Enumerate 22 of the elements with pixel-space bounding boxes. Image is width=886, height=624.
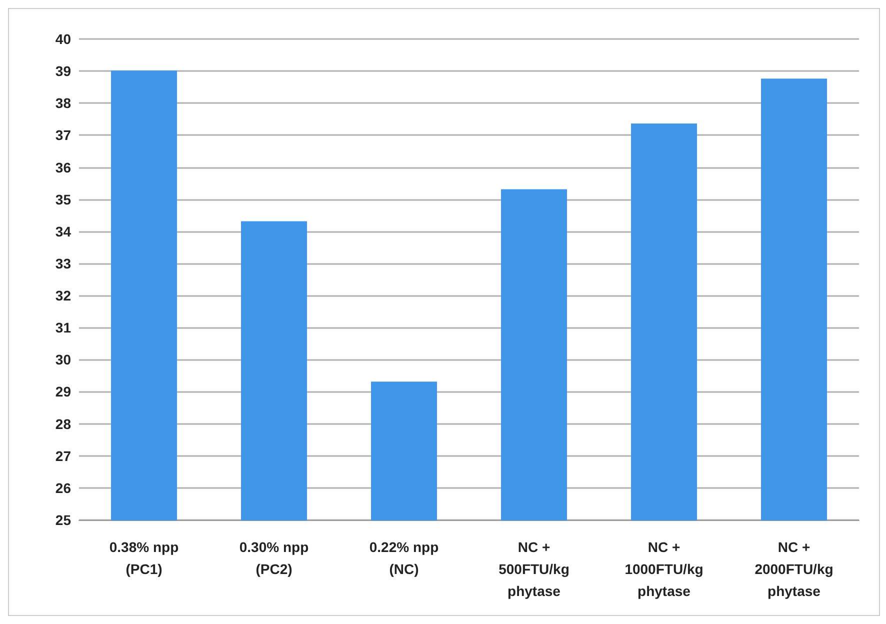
- y-tick-label: 30: [55, 352, 72, 368]
- y-tick-label: 37: [55, 127, 72, 144]
- x-tick-label: NC + 1000FTU/kg phytase: [624, 539, 704, 599]
- y-tick-label: 38: [55, 95, 72, 112]
- y-tick-label: 32: [55, 288, 72, 304]
- x-tick-label: NC + 500FTU/kg phytase: [498, 539, 570, 599]
- y-tick-label: 34: [55, 223, 72, 240]
- y-tick-label: 36: [55, 159, 72, 176]
- y-tick-label: 27: [55, 448, 72, 464]
- y-tick-label: 33: [55, 255, 72, 272]
- y-tick-label: 25: [55, 512, 72, 528]
- x-tick-label: 0.30% npp (PC2): [239, 539, 309, 577]
- y-tick-label: 28: [55, 416, 72, 432]
- y-tick-label: 35: [55, 191, 72, 208]
- y-tick-label: 40: [55, 31, 72, 47]
- y-tick-label: 29: [55, 384, 72, 400]
- y-tick-label: 39: [55, 63, 72, 80]
- y-tick-label: 26: [55, 480, 72, 496]
- x-tick-label: 0.38% npp (PC1): [109, 539, 179, 577]
- x-tick-label: NC + 2000FTU/kg phytase: [754, 539, 834, 599]
- y-tick-label: 31: [55, 320, 72, 336]
- x-tick-label: 0.22% npp (NC): [369, 539, 439, 577]
